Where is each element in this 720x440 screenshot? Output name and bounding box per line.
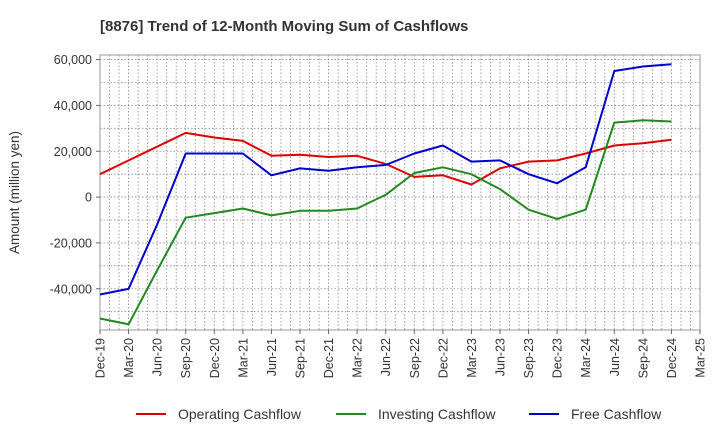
plot-border: [99, 54, 701, 331]
y-tick-label: 0: [85, 191, 92, 205]
x-tick-label: Sep-20: [179, 338, 193, 378]
chart-title: [8876] Trend of 12-Month Moving Sum of C…: [100, 18, 468, 35]
x-tick-label: Dec-23: [551, 338, 565, 378]
x-tick-label: Sep-21: [294, 338, 308, 378]
x-tick-label: Dec-22: [436, 338, 450, 378]
y-tick-label: 40,000: [54, 99, 92, 113]
x-tick-label: Jun-24: [608, 338, 622, 376]
y-axis-ticks: 60,000 40,000 20,000 0 -20,000 -40,000: [50, 53, 100, 296]
series-line-investing-cashflow: [99, 119, 672, 326]
x-tick-label: Mar-22: [351, 338, 365, 378]
x-tick-label: Dec-24: [665, 338, 679, 378]
x-tick-label: Sep-24: [636, 338, 650, 378]
x-tick-label: Jun-23: [494, 338, 508, 376]
y-axis-label: Amount (million yen): [7, 131, 22, 254]
y-tick-label: 20,000: [54, 145, 92, 159]
legend-label: Operating Cashflow: [178, 406, 302, 422]
x-tick-label: Mar-21: [236, 338, 250, 378]
series-lines: [99, 63, 672, 326]
y-tick-label: -20,000: [50, 236, 92, 250]
legend: Operating Cashflow Investing Cashflow Free…: [136, 406, 662, 422]
x-tick-label: Sep-23: [522, 338, 536, 378]
x-tick-label: Jun-21: [265, 338, 279, 376]
x-tick-label: Dec-21: [322, 338, 336, 378]
x-tick-label: Sep-22: [408, 338, 422, 378]
x-tick-label: Mar-20: [122, 338, 136, 378]
x-tick-label: Mar-23: [465, 338, 479, 378]
x-tick-label: Mar-24: [579, 338, 593, 378]
x-tick-label: Dec-20: [208, 338, 222, 378]
legend-label: Free Cashflow: [571, 406, 662, 422]
x-tick-label: Jun-22: [379, 338, 393, 376]
plot-area: [100, 55, 700, 330]
x-tick-label: Mar-25: [694, 338, 708, 378]
series-line-operating-cashflow: [99, 131, 672, 186]
y-tick-label: -40,000: [50, 282, 92, 296]
series-line-free-cashflow: [99, 63, 672, 296]
legend-label: Investing Cashflow: [378, 406, 496, 422]
x-tick-label: Dec-19: [94, 338, 108, 378]
grid-lines: [100, 55, 700, 330]
x-tick-label: Jun-20: [151, 338, 165, 376]
x-axis-ticks: Dec-19 Mar-20 Jun-20 Sep-20 Dec-20 Mar-21 Jun-…: [94, 330, 708, 378]
y-tick-label: 60,000: [54, 53, 92, 67]
